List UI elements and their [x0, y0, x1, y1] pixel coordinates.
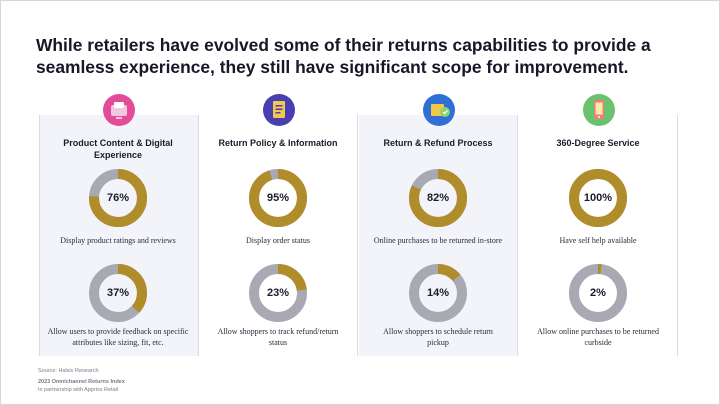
stat-description: Have self help available [559, 236, 637, 245]
category-title-product-content: Product Content & Digital Experience [63, 138, 173, 160]
product-content-icon [103, 94, 135, 126]
donut-chart-order-status [249, 169, 307, 227]
source-note: Source: Halsiv Research [38, 368, 99, 374]
stat-description: Allow users to provide feedback on speci… [47, 327, 189, 347]
donut-arc-self-help [569, 169, 627, 227]
donut-arc-track-refund [249, 264, 307, 322]
donut-value-label: 76% [106, 192, 130, 204]
stat-description: Online purchases to be returned in-store [373, 236, 503, 245]
donut-arc-order-status [249, 169, 307, 227]
donut-chart-return-in-store [409, 169, 467, 227]
category-title-refund-process: Return & Refund Process [383, 138, 493, 148]
donut-chart-self-help [569, 169, 627, 227]
donut-chart-curbside [569, 264, 627, 322]
donut-value-label: 95% [266, 192, 290, 204]
donut-value-label: 82% [426, 192, 450, 204]
stat-description: Display product ratings and reviews [60, 236, 176, 245]
service-360-icon [583, 94, 615, 126]
donut-arc-curbside [569, 264, 627, 322]
donut-chart-track-refund [249, 264, 307, 322]
donut-arc-return-in-store [409, 169, 467, 227]
donut-value-label: 2% [590, 287, 606, 299]
return-policy-icon [263, 94, 295, 126]
donut-arc-schedule-pickup [409, 264, 467, 322]
report-name: 2023 Omnichannel Returns Index [38, 379, 125, 385]
partner-note: In partnership with Appriss Retail [38, 387, 119, 393]
panel-return-policy [199, 115, 358, 356]
donut-value-label: 23% [266, 287, 290, 299]
stat-description: Display order status [246, 236, 310, 245]
stat-description: Allow shoppers to schedule return pickup [383, 327, 493, 347]
refund-process-icon [423, 94, 455, 126]
donut-chart-product-ratings [89, 169, 147, 227]
category-title-360-service: 360-Degree Service [556, 138, 640, 148]
donut-chart-schedule-pickup [409, 264, 467, 322]
donut-chart-attribute-feedback [89, 264, 147, 322]
category-title-return-policy: Return Policy & Information [218, 138, 338, 148]
stat-description: Allow online purchases to be returned cu… [537, 327, 659, 347]
donut-value-label: 100% [583, 192, 613, 204]
panel-360-service [519, 115, 678, 356]
stat-description: Allow shoppers to track refund/return st… [217, 327, 339, 347]
donut-value-label: 37% [106, 287, 130, 299]
donut-arc-product-ratings [89, 169, 147, 227]
donut-arc-attribute-feedback [89, 264, 147, 322]
slide-headline: While retailers have evolved some of the… [36, 35, 651, 77]
donut-value-label: 14% [426, 287, 450, 299]
